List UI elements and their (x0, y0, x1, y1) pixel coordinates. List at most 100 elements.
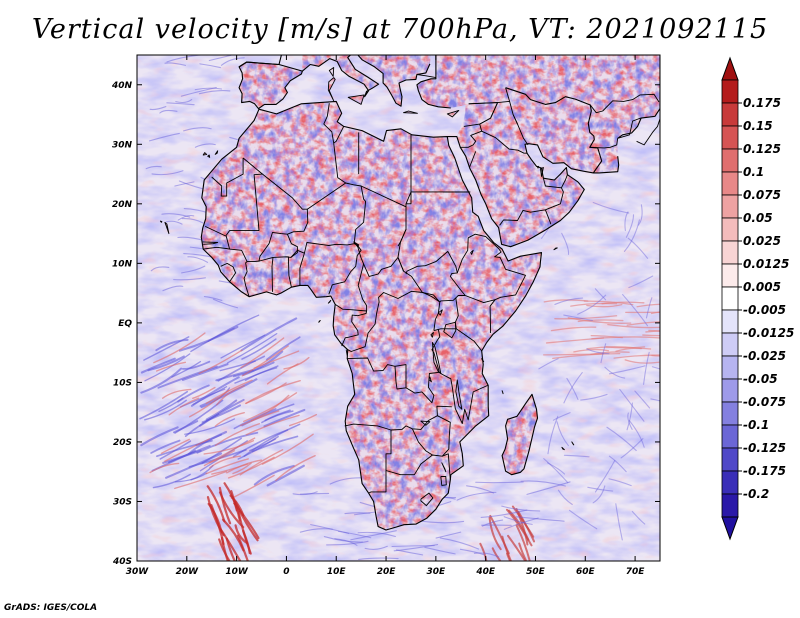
ocean-streak (592, 485, 606, 504)
ocean-streak (543, 353, 605, 356)
lon-label: 30W (126, 567, 150, 577)
ocean-streak (613, 354, 660, 359)
ocean-streak (552, 412, 571, 421)
ocean-streak (475, 481, 524, 484)
ocean-streak (229, 494, 245, 517)
ocean-streak (203, 295, 223, 301)
lake-outline (353, 241, 360, 248)
longitude-axis: 30W 20W 10W 0 10E 20E 30E 40E 50E 60E 70E (126, 55, 645, 577)
country-border (481, 130, 528, 154)
country-border (467, 233, 526, 334)
ocean-streak (187, 256, 209, 263)
ocean-streak (261, 433, 314, 465)
ocean-streak (140, 367, 183, 394)
ocean-streak (227, 333, 278, 364)
ocean-streak (622, 294, 649, 327)
island-outline (214, 150, 219, 155)
country-border (211, 158, 244, 197)
country-border (225, 235, 274, 263)
ocean-streak (350, 530, 397, 541)
ocean-streak (600, 343, 607, 364)
ocean-streak (153, 332, 206, 364)
plot-frame (136, 54, 661, 562)
island-outline (207, 154, 211, 158)
ocean-streak (265, 336, 301, 361)
ocean-streak (205, 379, 253, 405)
ocean-streak (626, 402, 633, 431)
country-border (405, 191, 412, 204)
ocean-streak (628, 275, 654, 289)
ocean-streak (240, 317, 298, 352)
ocean-streak (615, 347, 652, 352)
country-border (397, 229, 407, 247)
coastline-france (238, 55, 282, 68)
ocean-streak (627, 237, 649, 259)
ocean-streak (187, 433, 223, 455)
ocean-streak (199, 398, 245, 427)
country-border (323, 103, 335, 144)
ocean-streak (165, 220, 183, 225)
lake-outline (428, 376, 432, 383)
ocean-streak (323, 536, 363, 543)
country-border (345, 349, 348, 356)
ocean-streak (650, 398, 660, 402)
ocean-streak (181, 360, 211, 370)
country-border (356, 244, 404, 277)
ocean-streak (263, 408, 306, 428)
ocean-streak (645, 330, 660, 333)
ocean-streak (645, 297, 653, 319)
ocean-streak (620, 438, 644, 459)
country-border (205, 157, 263, 237)
ocean-streak (140, 426, 179, 447)
ocean-streak (594, 459, 616, 493)
lat-label: EQ (118, 319, 132, 329)
colorbar: 0.175 0.15 0.125 0.1 0.075 0.05 0.025 0.0125 0.0… (721, 56, 794, 541)
ocean-streak (518, 542, 528, 561)
colorbar-swatch (721, 263, 739, 288)
ocean-streak (149, 106, 167, 111)
ocean-streak (205, 458, 249, 475)
ocean-streak (637, 204, 643, 226)
ocean-streak (592, 201, 630, 214)
lat-label: 40N (111, 81, 133, 91)
ocean-streak (326, 540, 369, 546)
colorbar-label: 0.125 (743, 142, 781, 156)
lat-label: 10N (112, 259, 133, 269)
ocean-streak (556, 421, 569, 447)
colorbar-swatch (721, 424, 739, 449)
country-border (202, 241, 219, 245)
lon-label: 20W (176, 567, 200, 577)
ocean-streak (194, 143, 216, 148)
ocean-streak (149, 462, 180, 474)
country-border (420, 492, 434, 507)
ocean-streak (607, 323, 660, 329)
ocean-streak (253, 464, 295, 486)
colorbar-swatch (721, 355, 739, 380)
ocean-streak (435, 531, 462, 539)
island-outline (501, 390, 504, 395)
coastline-europe-med (302, 55, 431, 107)
island-outline (159, 220, 163, 223)
ocean-streak (506, 552, 512, 561)
island-outline (561, 446, 565, 451)
ocean-streak (583, 300, 634, 306)
ocean-streak (261, 410, 294, 424)
ocean-streak (208, 55, 232, 62)
lake-outline (455, 379, 463, 410)
island-outline (327, 77, 336, 102)
ocean-streak (624, 359, 660, 364)
lon-label: 40E (475, 567, 496, 577)
ocean-streak (538, 358, 559, 370)
ocean-streak (233, 408, 277, 430)
ocean-streak (573, 348, 610, 353)
coastline-iberia (238, 61, 303, 110)
colorbar-swatch (721, 378, 739, 403)
island-outline (318, 320, 321, 323)
ocean-streak (150, 266, 170, 272)
ocean-streak (237, 435, 279, 460)
ocean-streak (557, 489, 573, 506)
colorbar-label: -0.075 (743, 395, 786, 409)
ocean-streak (554, 315, 618, 320)
lon-label: 10E (327, 567, 347, 577)
ocean-streak (214, 412, 245, 427)
